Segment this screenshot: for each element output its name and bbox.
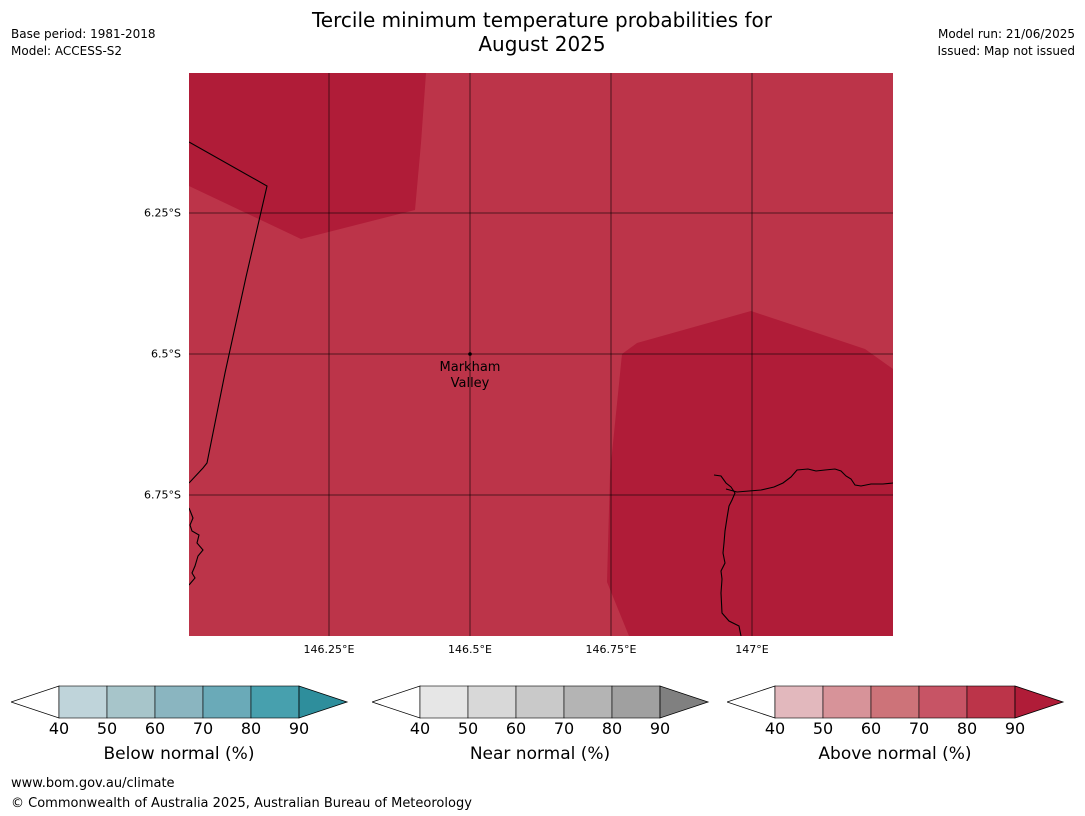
legend-tick: 40 [409, 719, 431, 738]
colorbar-cell [419, 685, 469, 719]
lon-label-147: 147°E [735, 643, 769, 656]
legend-title: Above normal (%) [818, 744, 972, 764]
legend-tick: 80 [956, 719, 978, 738]
legend-title: Near normal (%) [469, 744, 611, 764]
lat-label-6-5: 6.5°S [151, 347, 181, 361]
place-label-line2: Valley [450, 376, 490, 391]
high-probability-region-northwest [189, 73, 426, 239]
legend-tick: 70 [553, 719, 575, 738]
colorbar-extension-low [372, 685, 421, 719]
lat-label-6-75: 6.75°S [144, 488, 181, 502]
lon-label-146-75: 146.75°E [585, 643, 637, 656]
legend-near-normal-colorbar [372, 685, 710, 719]
map-panel[interactable] [189, 73, 893, 636]
legend-tick: 90 [288, 719, 310, 738]
colorbar-cell [515, 685, 565, 719]
colorbar-cell [467, 685, 517, 719]
location-marker [468, 352, 472, 356]
colorbar-cell [774, 685, 824, 719]
colorbar-cell [870, 685, 920, 719]
colorbar-cell [106, 685, 156, 719]
legend-tick: 60 [860, 719, 882, 738]
legend-above-normal-colorbar [727, 685, 1065, 719]
legend-tick: 60 [505, 719, 527, 738]
legend-tick: 50 [457, 719, 479, 738]
colorbar-cell [918, 685, 968, 719]
colorbar-cell [250, 685, 300, 719]
legend-tick: 90 [649, 719, 671, 738]
legend-tick: 80 [601, 719, 623, 738]
colorbar-extension-high [1014, 685, 1065, 719]
model-name: Model: ACCESS-S2 [11, 44, 123, 58]
colorbar-cell [202, 685, 252, 719]
legend-tick: 70 [192, 719, 214, 738]
place-label-line1: Markham [439, 360, 501, 375]
legend-tick: 50 [96, 719, 118, 738]
lat-label-6-25: 6.25°S [144, 206, 181, 220]
coastline-west [189, 507, 204, 586]
meta-right: Model run: 21/06/2025 Issued: Map not is… [937, 26, 1075, 60]
map-title-line2: August 2025 [478, 32, 606, 56]
legend-tick: 90 [1004, 719, 1026, 738]
footer-copyright: © Commonwealth of Australia 2025, Austra… [11, 796, 472, 811]
coastline-east [713, 474, 742, 636]
colorbar-extension-low [727, 685, 776, 719]
colorbar-cell [822, 685, 872, 719]
legend-tick: 80 [240, 719, 262, 738]
colorbar-extension-high [659, 685, 710, 719]
meta-left: Base period: 1981-2018 Model: ACCESS-S2 [11, 26, 156, 60]
footer-url[interactable]: www.bom.gov.au/climate [11, 776, 175, 791]
legend-tick: 40 [764, 719, 786, 738]
legend-title: Below normal (%) [103, 744, 255, 764]
legend-below-normal-colorbar [11, 685, 349, 719]
colorbar-cell [154, 685, 204, 719]
colorbar-cell [611, 685, 661, 719]
lon-label-146-25: 146.25°E [303, 643, 355, 656]
colorbar-extension-high [298, 685, 349, 719]
legend-tick: 70 [908, 719, 930, 738]
issued-status: Issued: Map not issued [937, 44, 1075, 58]
map-title: Tercile minimum temperature probabilitie… [242, 8, 842, 56]
coastline-gulf [725, 468, 893, 493]
model-run: Model run: 21/06/2025 [937, 27, 1075, 41]
legend-above-normal: 40 50 60 70 80 90 Above normal (%) [727, 685, 1067, 775]
high-probability-region-southeast [607, 311, 893, 636]
legend-tick: 50 [812, 719, 834, 738]
colorbar-cell [966, 685, 1016, 719]
legend-below-normal: 40 50 60 70 80 90 Below normal (%) [11, 685, 351, 775]
colorbar-cell [58, 685, 108, 719]
map-canvas[interactable] [189, 73, 893, 636]
legend-near-normal: 40 50 60 70 80 90 Near normal (%) [372, 685, 712, 775]
colorbar-extension-low [11, 685, 60, 719]
legend-tick: 60 [144, 719, 166, 738]
colorbar-cell [563, 685, 613, 719]
place-label: Markham Valley [420, 360, 520, 392]
lon-label-146-5: 146.5°E [448, 643, 492, 656]
district-boundary [189, 141, 268, 484]
base-period: Base period: 1981-2018 [11, 27, 156, 41]
legend-tick: 40 [48, 719, 70, 738]
boundaries [189, 141, 893, 636]
map-title-line1: Tercile minimum temperature probabilitie… [311, 8, 773, 32]
